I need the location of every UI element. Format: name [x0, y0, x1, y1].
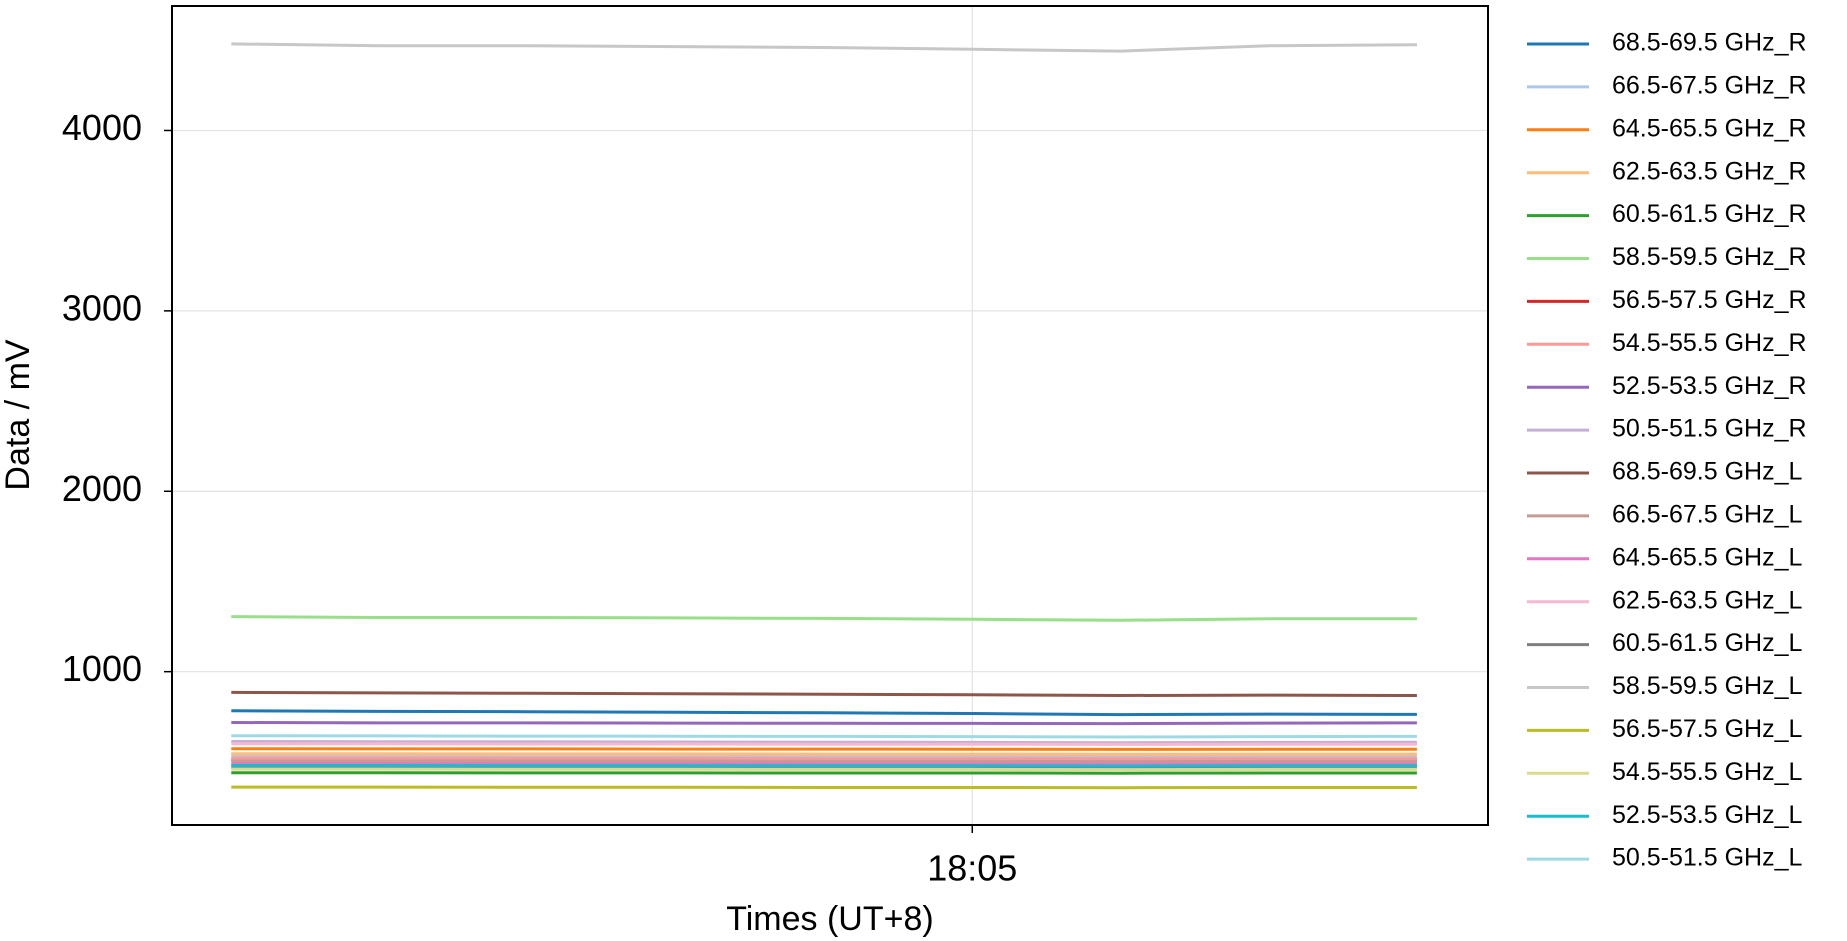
y-tick-label: 1000 [62, 648, 142, 689]
series-line [231, 759, 1417, 764]
legend-label: 66.5-67.5 GHz_R [1612, 72, 1807, 100]
legend-label: 58.5-59.5 GHz_R [1612, 243, 1807, 271]
series-line [231, 709, 1417, 717]
series-line [231, 765, 1417, 770]
y-tick-label: 2000 [62, 468, 142, 509]
y-tick-label: 3000 [62, 287, 142, 328]
series-line [231, 690, 1417, 698]
legend-label: 56.5-57.5 GHz_L [1612, 715, 1802, 743]
series-line [231, 721, 1417, 726]
legend-label: 68.5-69.5 GHz_L [1612, 458, 1802, 486]
legend-label: 62.5-63.5 GHz_L [1612, 586, 1802, 614]
legend-label: 50.5-51.5 GHz_L [1612, 844, 1802, 872]
legend-label: 68.5-69.5 GHz_R [1612, 29, 1807, 57]
y-axis-label: Data / mV [0, 339, 37, 490]
legend-label: 50.5-51.5 GHz_R [1612, 415, 1807, 443]
series-line [231, 767, 1417, 772]
legend-label: 66.5-67.5 GHz_L [1612, 501, 1802, 529]
legend-label: 62.5-63.5 GHz_R [1612, 157, 1807, 185]
series-line [231, 752, 1417, 756]
x-axis-label: Times (UT+8) [726, 900, 933, 938]
legend-label: 60.5-61.5 GHz_L [1612, 629, 1802, 657]
x-tick-label: 18:05 [927, 848, 1017, 889]
legend-label: 52.5-53.5 GHz_R [1612, 372, 1807, 400]
legend-label: 54.5-55.5 GHz_R [1612, 329, 1807, 357]
series-line [231, 756, 1417, 761]
legend-label: 54.5-55.5 GHz_L [1612, 758, 1802, 786]
legend-label: 56.5-57.5 GHz_R [1612, 286, 1807, 314]
legend-label: 58.5-59.5 GHz_L [1612, 672, 1802, 700]
legend-label: 60.5-61.5 GHz_R [1612, 200, 1807, 228]
series-line [231, 785, 1417, 790]
series-line [231, 771, 1417, 775]
series-line [231, 740, 1417, 745]
legend-label: 52.5-53.5 GHz_L [1612, 801, 1802, 829]
series-line [231, 754, 1417, 759]
series-line [231, 42, 1417, 53]
series-line [231, 747, 1417, 751]
series-line [231, 764, 1417, 768]
plot-frame [171, 5, 1489, 826]
legend-label: 64.5-65.5 GHz_L [1612, 543, 1802, 571]
series-line [231, 762, 1417, 766]
series-line [231, 734, 1417, 739]
legend-label: 64.5-65.5 GHz_R [1612, 114, 1807, 142]
y-tick-label: 4000 [62, 107, 142, 148]
series-line [231, 615, 1417, 622]
series-line [231, 742, 1417, 746]
